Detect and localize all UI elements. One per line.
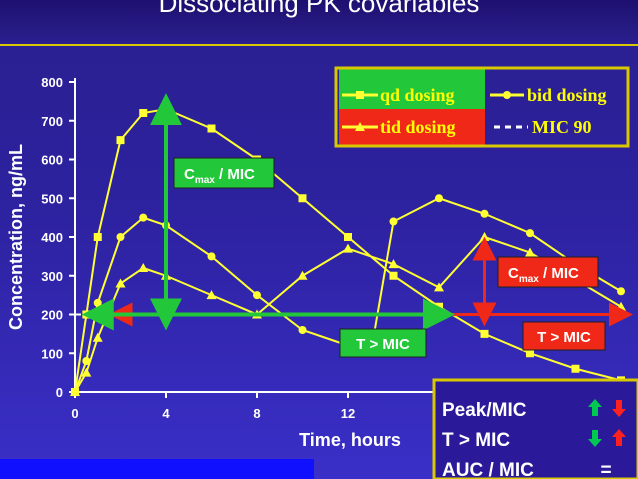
summary-up-arrow-icon (588, 399, 602, 416)
cmax-rest: / MIC (215, 166, 255, 183)
cmax-rest: / MIC (539, 265, 579, 282)
t-mic-right-label-text: T > MIC (537, 329, 591, 346)
x-tick-label: 4 (162, 406, 170, 421)
data-point-triangle (434, 282, 444, 292)
t-mic-right-label: T > MIC (522, 321, 606, 351)
data-point-square (207, 124, 216, 133)
data-point-circle (526, 229, 534, 238)
x-tick-label: 12 (341, 406, 355, 421)
x-axis-title: Time, hours (299, 430, 401, 450)
legend-border (334, 66, 630, 148)
data-point-circle (207, 252, 216, 261)
y-tick-label: 500 (41, 191, 63, 206)
data-point-square (82, 310, 91, 319)
summary-up-arrow-icon (612, 429, 626, 446)
cmax-letter: C (508, 265, 519, 282)
cmax-mic-left-label-box (173, 157, 275, 189)
legend-label-qd: qd dosing (380, 85, 455, 105)
y-tick-label: 700 (41, 114, 63, 129)
t-mic-right-label-box (522, 321, 606, 351)
y-axis-title: Concentration, ng/mL (6, 144, 26, 330)
data-point-square (480, 329, 489, 338)
y-tick-label: 400 (41, 230, 63, 245)
legend-label-mic: MIC 90 (532, 117, 592, 137)
data-point-circle (435, 194, 443, 203)
cmax-mic-right-label: Cmax / MIC (497, 256, 599, 288)
summary-equal: = (600, 460, 611, 479)
cmax-mic-left-label-text: Cmax / MIC (184, 166, 255, 186)
legend-label-tid: tid dosing (380, 117, 456, 137)
legend-marker-triangle (355, 122, 365, 131)
data-point-circle (93, 298, 102, 307)
data-point-triangle (616, 301, 626, 311)
bottom-bar (0, 459, 314, 479)
legend-label-bid: bid dosing (527, 85, 607, 105)
summary-down-arrow-icon (588, 430, 602, 447)
data-point-square (93, 233, 102, 241)
data-point-circle (298, 326, 307, 334)
data-point-square (298, 194, 307, 203)
x-tick-label: 8 (253, 406, 260, 421)
data-point-square (389, 271, 398, 280)
summary-box: Peak/MIC T > MIC AUC / MIC = (432, 378, 638, 479)
data-point-square (344, 233, 352, 241)
data-point-triangle (138, 263, 149, 272)
y-tick-label: 800 (41, 75, 63, 90)
series-line-circle (74, 197, 622, 393)
summary-row-label: Peak/MIC (442, 400, 527, 421)
t-mic-left-label-box (339, 328, 427, 358)
t-mic-left-label: T > MIC (339, 328, 427, 358)
data-point-triangle (92, 332, 103, 342)
t-mic-left-label-text: T > MIC (356, 336, 410, 353)
data-point-triangle (297, 270, 308, 280)
cmax-mic-right-label-box (497, 256, 599, 288)
data-point-triangle (115, 278, 126, 288)
data-point-circle (116, 233, 125, 241)
summary-box-frame (432, 378, 638, 479)
summary-down-arrow-icon (612, 400, 626, 417)
y-tick-label: 100 (41, 346, 63, 361)
data-point-triangle (70, 387, 80, 396)
data-point-circle (139, 213, 148, 222)
data-point-circle (82, 357, 91, 365)
y-tick-label: 600 (41, 153, 63, 168)
data-point-triangle (81, 367, 92, 377)
legend-marker-circle (503, 91, 511, 99)
y-tick-label: 300 (41, 269, 63, 284)
cmax-subscript: max (519, 274, 539, 285)
data-point-square (139, 109, 148, 117)
cmax-subscript: max (195, 175, 215, 186)
y-tick-label: 200 (41, 308, 63, 323)
data-point-circle (253, 291, 261, 300)
summary-row-label: T > MIC (442, 430, 510, 451)
data-point-triangle (479, 232, 490, 241)
data-point-triangle (206, 290, 217, 300)
series-line-square (74, 108, 622, 393)
data-point-square (526, 349, 534, 358)
legend: qd dosing bid dosing tid dosing MIC 90 (334, 66, 630, 148)
y-tick-label: 0 (56, 385, 63, 400)
data-point-circle (480, 209, 489, 218)
cmax-letter: C (184, 166, 195, 183)
data-point-triangle (525, 247, 535, 257)
data-point-square (435, 302, 443, 311)
data-point-circle (617, 287, 625, 296)
data-point-square (571, 364, 580, 373)
summary-row-label: AUC / MIC (442, 460, 534, 479)
x-tick-label: 0 (71, 406, 78, 421)
cmax-mic-right-label-text: Cmax / MIC (508, 265, 579, 285)
legend-marker-square (356, 91, 364, 99)
slide-title: Dissociating PK covariables (158, 0, 480, 18)
data-point-triangle (388, 259, 399, 269)
title-band: Dissociating PK covariables (0, 0, 638, 46)
data-point-square (116, 136, 125, 145)
cmax-mic-left-label: Cmax / MIC (173, 157, 275, 189)
data-point-circle (389, 217, 398, 226)
data-point-triangle (343, 243, 353, 253)
